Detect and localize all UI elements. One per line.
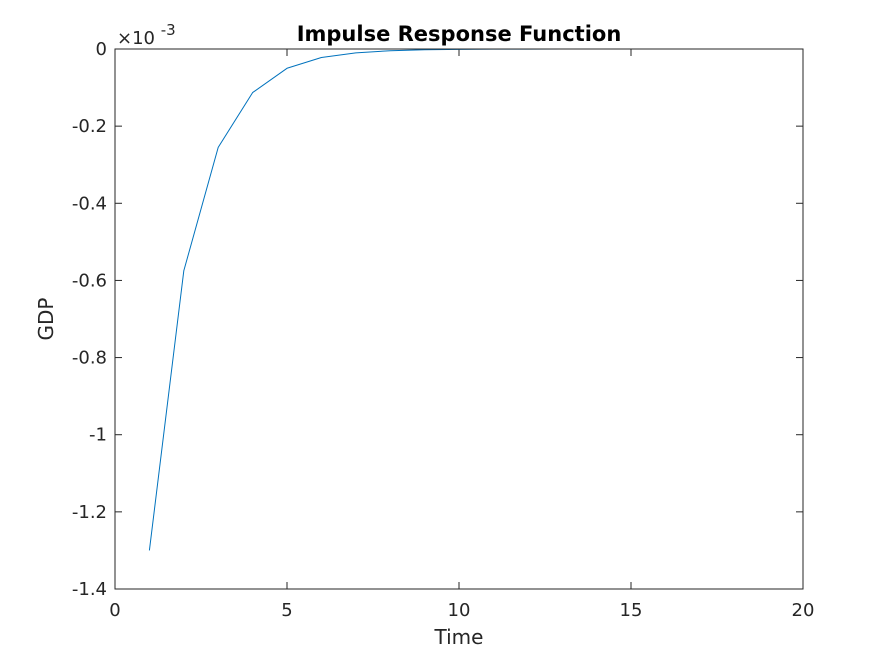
- y-tick-label: -0.2: [72, 116, 107, 137]
- x-tick-label: 0: [109, 600, 120, 621]
- y-axis-title: GDP: [34, 298, 58, 341]
- y-tick-label: 0: [96, 39, 107, 60]
- y-tick-label: -0.8: [72, 348, 107, 369]
- x-tick-label: 10: [448, 600, 471, 621]
- y-tick-label: -1.2: [72, 502, 107, 523]
- axes-box: [114, 48, 804, 590]
- y-tick-label: -1.4: [72, 579, 107, 600]
- y-tick-label: -0.6: [72, 270, 107, 291]
- chart-title: Impulse Response Function: [297, 22, 622, 46]
- y-tick-label: -0.4: [72, 193, 107, 214]
- plot-area: [115, 49, 803, 589]
- y-axis-exponent-power: -3: [161, 21, 176, 39]
- y-tick-label: -1: [89, 425, 107, 446]
- x-axis-title: Time: [434, 625, 484, 649]
- x-tick-label: 15: [620, 600, 643, 621]
- y-axis-ticks: 0 -0.2 -0.4 -0.6 -0.8 -1 -1.2 -1.4: [72, 39, 803, 600]
- y-axis-exponent: ×10 -3: [117, 21, 176, 49]
- x-tick-label: 20: [792, 600, 815, 621]
- x-tick-label: 5: [281, 600, 292, 621]
- y-axis-exponent-base: ×10: [117, 28, 155, 49]
